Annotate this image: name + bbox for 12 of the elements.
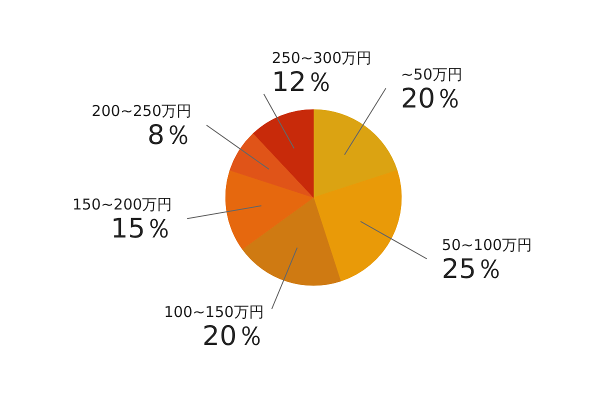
slice-label: 200~250万円 xyxy=(92,102,192,120)
slice-label: 250~300万円 xyxy=(272,48,372,67)
slice-label: ~50万円 xyxy=(400,65,463,84)
slice-label: 50~100万円 xyxy=(442,236,532,254)
slice-label: 150~200万円 xyxy=(72,196,172,214)
data-label: 25％ xyxy=(442,254,504,285)
data-label: 8％ xyxy=(147,120,192,152)
data-label: 15％ xyxy=(110,214,172,245)
data-label: 20％ xyxy=(400,83,462,114)
data-label: 20％ xyxy=(202,320,264,352)
slice-label: 100~150万円 xyxy=(164,302,264,321)
data-label: 12％ xyxy=(272,66,334,98)
